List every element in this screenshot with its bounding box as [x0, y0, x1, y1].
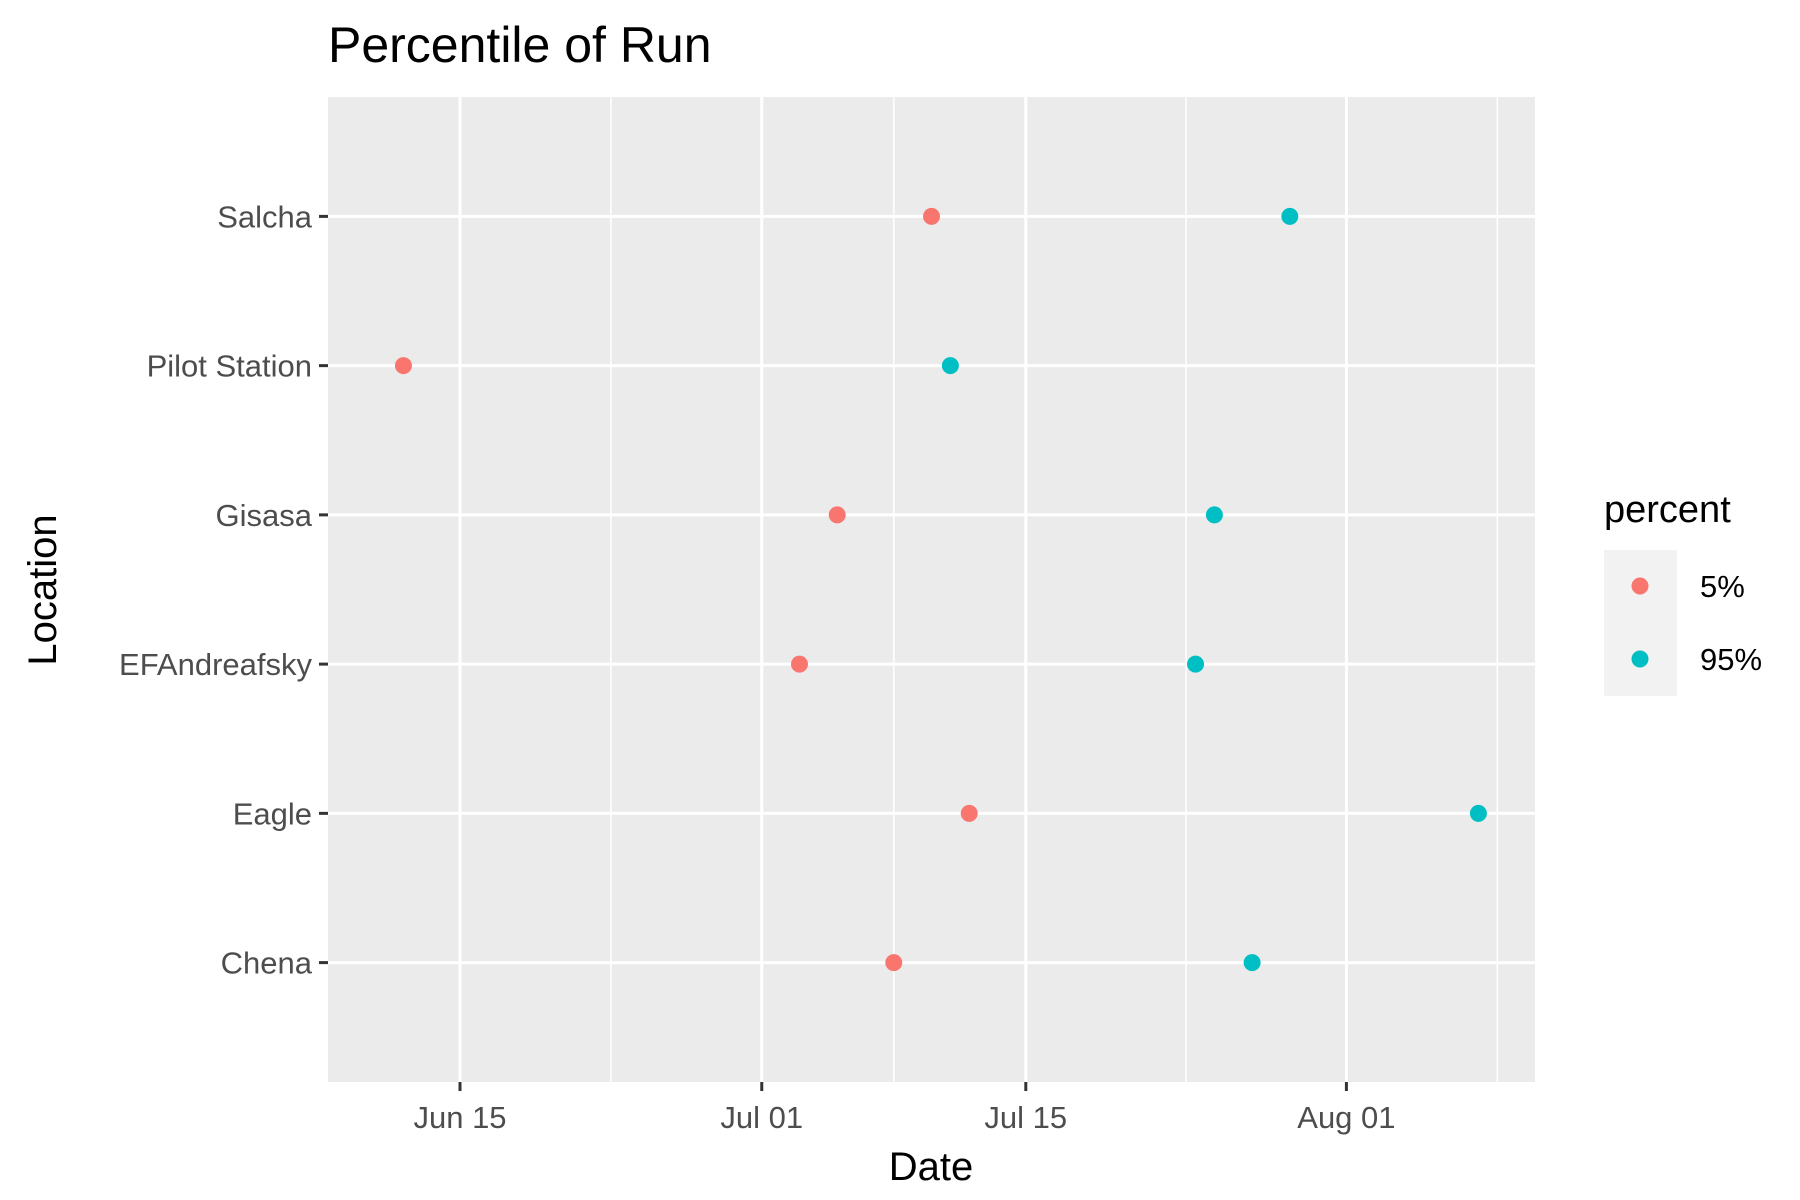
legend-title: percent [1604, 489, 1731, 531]
minor-gridlines [610, 97, 1499, 1082]
x-tick-label: Aug 01 [1297, 1100, 1395, 1135]
y-tick-label: Chena [221, 946, 313, 981]
y-tick-label: EFAndreafsky [119, 647, 312, 682]
data-point [885, 954, 903, 972]
legend-key [1631, 650, 1649, 668]
x-tick-label: Jul 01 [720, 1100, 803, 1135]
data-point [828, 506, 846, 524]
legend-key [1631, 577, 1649, 595]
x-axis-title: Date [889, 1145, 974, 1189]
x-tick-label: Jun 15 [413, 1100, 506, 1135]
y-axis: Salcha Pilot Station Gisasa EFAndreafsky Eag… [119, 199, 328, 981]
major-gridlines [328, 97, 1535, 1082]
data-point [1281, 207, 1299, 225]
legend-key-background [1604, 550, 1677, 696]
data-point [923, 207, 940, 225]
data-point [1469, 804, 1487, 822]
data-point [394, 357, 412, 375]
data-point [960, 804, 978, 822]
y-tick-label: Pilot Station [147, 349, 312, 384]
y-tick-label: Gisasa [216, 498, 313, 533]
legend-label: 95% [1700, 642, 1762, 677]
data-point [1243, 954, 1261, 972]
y-tick-label: Eagle [233, 796, 312, 831]
y-axis-title: Location [21, 514, 65, 665]
x-tick-label: Jul 15 [984, 1100, 1067, 1135]
y-tick-label: Salcha [217, 199, 313, 234]
data-point [1187, 655, 1205, 673]
data-point [1205, 506, 1223, 524]
data-point [941, 357, 959, 375]
legend: percent 5% 95% [1604, 489, 1762, 696]
legend-label: 5% [1700, 569, 1745, 604]
data-points [394, 207, 1487, 972]
x-axis: Jun 15 Jul 01 Jul 15 Aug 01 [413, 1082, 1396, 1135]
data-point [790, 655, 808, 673]
chart-title: Percentile of Run [328, 17, 712, 73]
plot-panel [328, 97, 1535, 1082]
